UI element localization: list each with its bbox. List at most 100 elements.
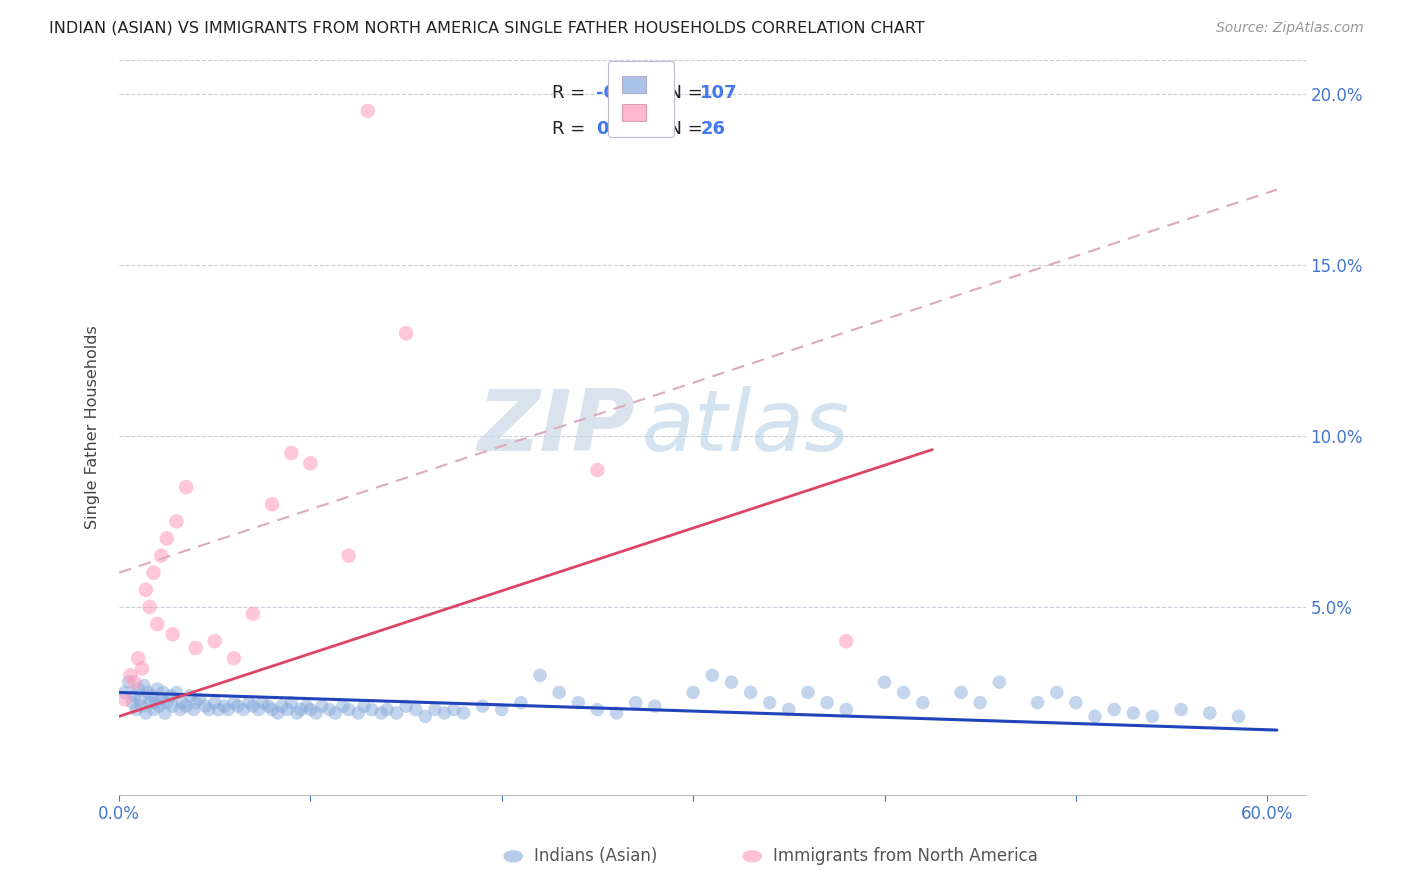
Point [797, 685, 820, 699]
Point [242, 699, 264, 714]
Point [194, 699, 217, 714]
Point [136, 685, 159, 699]
Point [778, 702, 800, 716]
Point [911, 696, 934, 710]
Point [114, 685, 136, 699]
Point [1122, 706, 1144, 720]
Point [305, 706, 328, 720]
Point [124, 675, 146, 690]
Point [509, 696, 531, 710]
Point [146, 617, 169, 632]
Point [150, 549, 173, 563]
Point [276, 702, 298, 716]
Point [150, 692, 173, 706]
Point [174, 699, 197, 714]
Point [1170, 702, 1192, 716]
Point [188, 692, 211, 706]
Point [262, 497, 284, 511]
Point [299, 702, 322, 716]
Text: R =: R = [553, 84, 591, 102]
Point [179, 689, 201, 703]
Point [323, 706, 346, 720]
Text: ZIP: ZIP [478, 386, 636, 469]
Point [204, 696, 226, 710]
Point [1142, 709, 1164, 723]
Point [586, 702, 609, 716]
Point [114, 692, 136, 706]
Point [280, 446, 302, 460]
Text: INDIAN (ASIAN) VS IMMIGRANTS FROM NORTH AMERICA SINGLE FATHER HOUSEHOLDS CORRELA: INDIAN (ASIAN) VS IMMIGRANTS FROM NORTH … [49, 21, 925, 36]
Text: 26: 26 [700, 120, 725, 138]
Point [835, 702, 858, 716]
Point [257, 699, 280, 714]
Point [873, 675, 896, 690]
Text: -0.230: -0.230 [596, 84, 661, 102]
Point [145, 696, 167, 710]
Point [357, 103, 380, 118]
Point [413, 709, 436, 723]
Text: Immigrants from North America: Immigrants from North America [773, 847, 1038, 865]
Point [567, 696, 589, 710]
Point [127, 651, 149, 665]
Point [385, 706, 408, 720]
Point [153, 706, 176, 720]
Point [172, 696, 194, 710]
Point [117, 675, 139, 690]
Point [405, 702, 427, 716]
Point [132, 679, 155, 693]
Point [267, 706, 290, 720]
Point [395, 699, 418, 714]
Point [1102, 702, 1125, 716]
Point [332, 699, 354, 714]
Text: R =: R = [553, 120, 598, 138]
Point [337, 702, 360, 716]
Point [124, 689, 146, 703]
Point [443, 702, 465, 716]
Point [166, 515, 188, 529]
Point [204, 634, 226, 648]
Point [337, 549, 360, 563]
Point [835, 634, 858, 648]
Point [142, 566, 165, 580]
Point [299, 456, 322, 470]
Text: 107: 107 [700, 84, 738, 102]
Point [1064, 696, 1087, 710]
Point [121, 696, 143, 710]
Point [969, 696, 991, 710]
Point [270, 699, 292, 714]
Point [285, 706, 308, 720]
Point [433, 706, 456, 720]
Point [1046, 685, 1069, 699]
Point [360, 702, 382, 716]
Point [238, 696, 260, 710]
Point [222, 696, 245, 710]
Point [138, 696, 160, 710]
Legend: , : , [607, 62, 675, 136]
Point [142, 702, 165, 716]
Point [290, 702, 312, 716]
Point [198, 702, 221, 716]
Point [141, 689, 163, 703]
Point [166, 685, 188, 699]
Point [1026, 696, 1049, 710]
Text: atlas: atlas [641, 386, 849, 469]
Point [311, 699, 333, 714]
Point [242, 607, 264, 621]
Point [131, 661, 153, 675]
Point [471, 699, 494, 714]
Point [453, 706, 475, 720]
Point [162, 699, 184, 714]
Point [222, 651, 245, 665]
Point [217, 702, 239, 716]
Point [682, 685, 704, 699]
Point [624, 696, 647, 710]
Point [138, 599, 160, 614]
Point [146, 681, 169, 696]
Point [174, 480, 197, 494]
Point [893, 685, 915, 699]
Text: N =: N = [657, 84, 709, 102]
Point [815, 696, 838, 710]
Point [214, 699, 236, 714]
Point [491, 702, 513, 716]
Point [423, 702, 446, 716]
